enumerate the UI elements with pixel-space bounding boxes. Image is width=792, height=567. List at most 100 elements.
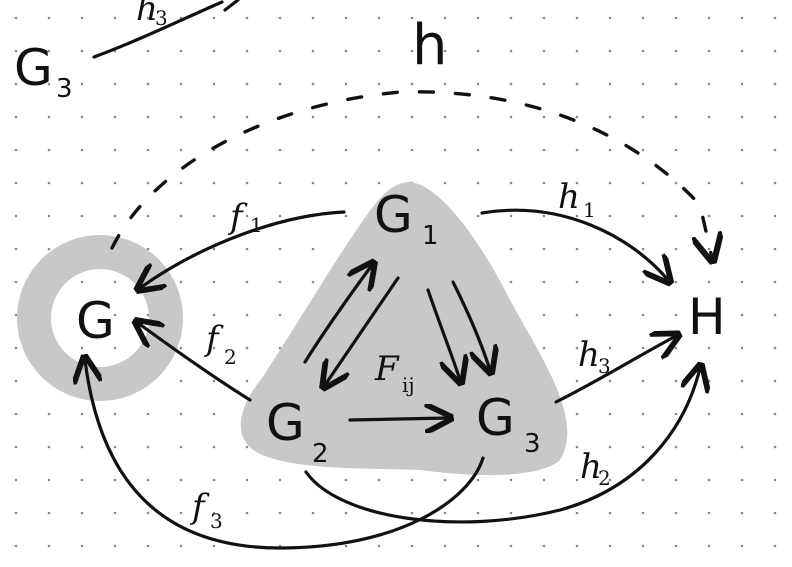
grid-dot (113, 214, 117, 218)
grid-dot (410, 544, 414, 548)
grid-dot (509, 16, 513, 20)
grid-dot (47, 49, 51, 53)
grid-dot (377, 49, 381, 53)
edge-F-G1-G3-a (426, 288, 460, 380)
grid-dot (278, 247, 282, 251)
svg-text:h: h (136, 0, 158, 29)
grid-dot (608, 181, 612, 185)
grid-dot (410, 511, 414, 515)
svg-text:f: f (203, 319, 224, 359)
grid-dot (278, 16, 282, 20)
grid-dot (674, 115, 678, 119)
grid-dot (707, 16, 711, 20)
grid-dot (47, 214, 51, 218)
grid-dot (674, 313, 678, 317)
edge-label-h1: h 1 (558, 177, 596, 222)
grid-dot (674, 16, 678, 20)
edge-top-stub (223, 0, 240, 12)
edge-F-G1-G2 (325, 276, 400, 385)
grid-dot (47, 412, 51, 416)
grid-dot (14, 478, 18, 482)
grid-dot (146, 445, 150, 449)
grid-dot (707, 82, 711, 86)
grid-dot (509, 247, 513, 251)
edge-f2 (138, 323, 252, 402)
grid-dot (773, 280, 777, 284)
grid-dot (608, 214, 612, 218)
grid-dot (344, 115, 348, 119)
grid-dot (773, 181, 777, 185)
grid-dot (509, 49, 513, 53)
node-H: H (688, 288, 726, 346)
grid-dot (47, 544, 51, 548)
grid-dot (113, 82, 117, 86)
grid-dot (212, 445, 216, 449)
grid-dot (575, 280, 579, 284)
grid-dot (179, 148, 183, 152)
grid-dot (245, 16, 249, 20)
grid-dot (14, 16, 18, 20)
grid-dot (146, 478, 150, 482)
grid-dot (707, 247, 711, 251)
svg-text:3: 3 (524, 429, 541, 459)
grid-dot (443, 49, 447, 53)
grid-dot (344, 214, 348, 218)
grid-dot (80, 82, 84, 86)
grid-dot (212, 16, 216, 20)
grid-dot (641, 49, 645, 53)
grid-dot (245, 115, 249, 119)
grid-dot (179, 346, 183, 350)
grid-dot (707, 412, 711, 416)
grid-dot (146, 313, 150, 317)
grid-dot (47, 511, 51, 515)
grid-dot (311, 148, 315, 152)
grid-dot (674, 445, 678, 449)
grid-dot (542, 247, 546, 251)
grid-dot (113, 313, 117, 317)
grid-dot (311, 247, 315, 251)
grid-dot (641, 478, 645, 482)
grid-dot (707, 379, 711, 383)
grid-dot (212, 82, 216, 86)
grid-dot (410, 115, 414, 119)
grid-dot (278, 148, 282, 152)
grid-dot (773, 148, 777, 152)
edge-h1 (480, 208, 668, 280)
grid-dot (443, 511, 447, 515)
grid-dot (674, 544, 678, 548)
grid-dot (344, 181, 348, 185)
grid-dot (344, 148, 348, 152)
svg-text:h: h (558, 177, 580, 217)
grid-dot (80, 346, 84, 350)
svg-text:G: G (476, 389, 515, 447)
grid-dot (443, 181, 447, 185)
grid-dot (113, 16, 117, 20)
edge-F-G2-G3 (348, 418, 448, 420)
grid-dot (740, 478, 744, 482)
grid-dot (707, 214, 711, 218)
grid-dot (146, 412, 150, 416)
grid-dot (47, 445, 51, 449)
grid-dot (641, 214, 645, 218)
grid-dot (278, 280, 282, 284)
grid-dot (212, 214, 216, 218)
grid-dot (773, 313, 777, 317)
grid-dot (14, 544, 18, 548)
grid-dot (707, 346, 711, 350)
grid-dot (773, 346, 777, 350)
grid-dot (509, 544, 513, 548)
grid-dot (245, 49, 249, 53)
grid-dot (740, 445, 744, 449)
grid-dot (575, 247, 579, 251)
grid-dot (47, 247, 51, 251)
grid-dot (377, 544, 381, 548)
grid-dot (641, 82, 645, 86)
grid-dot (113, 544, 117, 548)
grid-dot (476, 115, 480, 119)
grid-dot (245, 445, 249, 449)
grid-dot (707, 181, 711, 185)
grid-dot (443, 115, 447, 119)
grid-dot (773, 511, 777, 515)
grid-dot (740, 379, 744, 383)
grid-dot (575, 346, 579, 350)
